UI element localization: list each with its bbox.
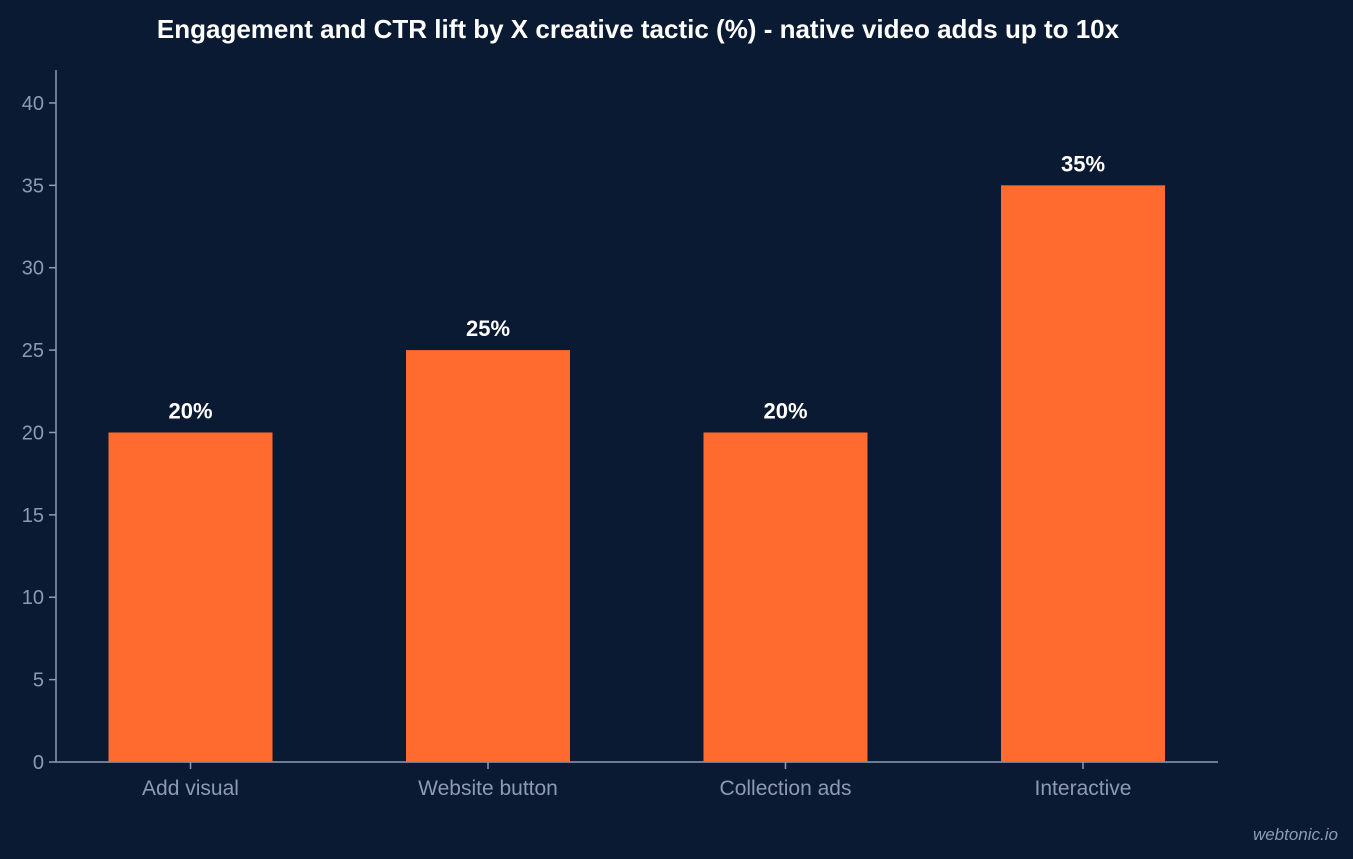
x-tick-label: Interactive (1035, 777, 1132, 800)
bar (108, 432, 273, 762)
data-label: 25% (466, 316, 510, 341)
y-tick-label: 0 (33, 752, 44, 774)
bar (703, 432, 868, 762)
x-tick-label: Collection ads (720, 777, 852, 800)
x-tick-label: Website button (418, 777, 558, 800)
watermark-text: webtonic.io (1253, 825, 1338, 844)
x-tick-label: Add visual (142, 777, 239, 800)
bar (406, 350, 570, 762)
y-tick-label: 25 (22, 340, 44, 362)
y-tick-label: 35 (22, 175, 44, 197)
y-tick-label: 5 (33, 670, 44, 692)
data-label: 20% (763, 398, 807, 423)
bars (108, 185, 1165, 763)
bar (1001, 185, 1165, 763)
axes: 0 5 10 15 20 25 30 35 40 Add visual Website button… (22, 70, 1218, 800)
y-tick-label: 30 (22, 258, 44, 280)
data-labels: 20% 25% 20% 35% (168, 151, 1105, 423)
y-tick-label: 40 (22, 93, 44, 115)
y-tick-label: 10 (22, 587, 44, 609)
y-tick-label: 15 (22, 505, 44, 527)
data-label: 20% (168, 398, 212, 423)
chart-title: Engagement and CTR lift by X creative ta… (157, 14, 1120, 44)
data-label: 35% (1061, 151, 1105, 176)
y-tick-label: 20 (22, 422, 44, 444)
